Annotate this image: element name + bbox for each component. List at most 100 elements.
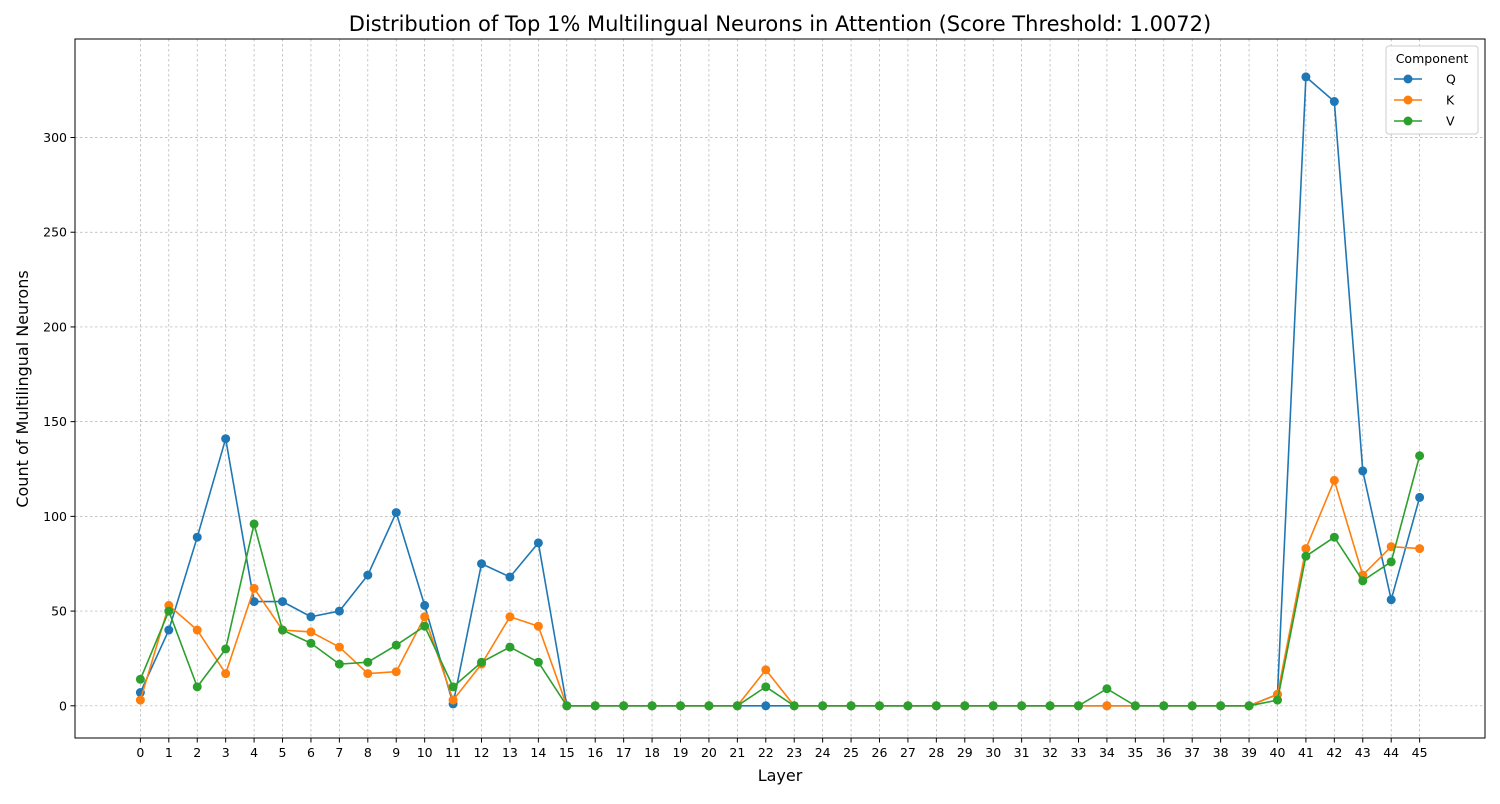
data-point-v bbox=[448, 682, 458, 692]
data-point-q bbox=[1358, 466, 1368, 476]
data-point-v bbox=[505, 642, 515, 652]
data-point-q bbox=[221, 434, 231, 444]
x-tick-label: 36 bbox=[1156, 745, 1172, 760]
legend-box bbox=[1385, 45, 1479, 135]
data-point-q bbox=[192, 532, 202, 542]
x-tick-label: 22 bbox=[758, 745, 774, 760]
x-tick-label: 41 bbox=[1298, 745, 1314, 760]
data-point-k bbox=[448, 695, 458, 705]
x-tick-label: 35 bbox=[1127, 745, 1143, 760]
x-tick-label: 42 bbox=[1326, 745, 1342, 760]
data-point-v bbox=[249, 519, 259, 529]
data-point-q bbox=[1386, 595, 1396, 605]
data-point-v bbox=[1130, 701, 1140, 711]
data-point-v bbox=[562, 701, 572, 711]
chart-title: Distribution of Top 1% Multilingual Neur… bbox=[349, 12, 1211, 36]
data-point-v bbox=[1386, 557, 1396, 567]
x-tick-label: 39 bbox=[1241, 745, 1257, 760]
data-point-v bbox=[1073, 701, 1083, 711]
x-tick-label: 40 bbox=[1270, 745, 1286, 760]
data-point-v bbox=[164, 606, 174, 616]
y-axis-label: Count of Multilingual Neurons bbox=[13, 270, 32, 507]
data-point-q bbox=[761, 701, 771, 711]
x-tick-label: 25 bbox=[843, 745, 859, 760]
data-point-v bbox=[1358, 576, 1368, 586]
data-point-q bbox=[1329, 97, 1339, 107]
series-line-k bbox=[139, 479, 1420, 707]
legend-label: V bbox=[1446, 114, 1455, 129]
data-point-q bbox=[278, 597, 288, 607]
x-tick-label: 5 bbox=[279, 745, 287, 760]
series-v bbox=[135, 451, 1425, 711]
y-tick-label: 250 bbox=[43, 225, 67, 240]
data-point-v bbox=[988, 701, 998, 711]
data-point-v bbox=[221, 644, 231, 654]
series-lines bbox=[135, 72, 1425, 711]
data-point-k bbox=[533, 621, 543, 631]
x-tick-label: 21 bbox=[729, 745, 745, 760]
data-point-v bbox=[704, 701, 714, 711]
x-tick-label: 7 bbox=[335, 745, 343, 760]
data-point-k bbox=[135, 695, 145, 705]
x-axis-label: Layer bbox=[758, 766, 803, 785]
data-point-q bbox=[420, 600, 430, 610]
data-point-v bbox=[1187, 701, 1197, 711]
data-point-v bbox=[619, 701, 629, 711]
data-point-k bbox=[761, 665, 771, 675]
data-point-v bbox=[931, 701, 941, 711]
x-axis-ticks: 0 1 2 3 4 5 6 7 8 9 10 11 12 13 14 15 16 17 18 19 20 21 22 23 24… bbox=[136, 738, 1428, 760]
x-tick-label: 26 bbox=[872, 745, 888, 760]
data-point-k bbox=[1386, 542, 1396, 552]
x-tick-label: 1 bbox=[165, 745, 173, 760]
data-point-v bbox=[1272, 695, 1282, 705]
x-tick-label: 17 bbox=[616, 745, 632, 760]
data-point-k bbox=[1102, 701, 1112, 711]
legend-label: K bbox=[1446, 93, 1455, 108]
x-tick-label: 0 bbox=[136, 745, 144, 760]
series-line-v bbox=[139, 455, 1421, 707]
data-point-v bbox=[1244, 701, 1254, 711]
data-point-v bbox=[334, 659, 344, 669]
data-point-k bbox=[334, 642, 344, 652]
data-point-v bbox=[477, 657, 487, 667]
legend: Component QKV bbox=[1385, 45, 1479, 135]
x-tick-label: 15 bbox=[559, 745, 575, 760]
data-point-q bbox=[1301, 72, 1311, 82]
plot-frame bbox=[74, 38, 1486, 739]
data-point-v bbox=[1301, 551, 1311, 561]
data-point-v bbox=[135, 674, 145, 684]
data-point-v bbox=[818, 701, 828, 711]
data-point-k bbox=[420, 612, 430, 622]
gridlines bbox=[75, 39, 1485, 738]
legend-marker bbox=[1403, 95, 1413, 105]
series-k bbox=[135, 475, 1425, 711]
data-point-v bbox=[278, 625, 288, 635]
y-tick-label: 0 bbox=[59, 698, 67, 713]
x-tick-label: 24 bbox=[815, 745, 831, 760]
data-point-v bbox=[789, 701, 799, 711]
data-point-k bbox=[1329, 475, 1339, 485]
data-point-q bbox=[363, 570, 373, 580]
data-point-q bbox=[334, 606, 344, 616]
data-point-v bbox=[874, 701, 884, 711]
data-point-k bbox=[221, 669, 231, 679]
series-line-q bbox=[139, 76, 1421, 707]
legend-label: Q bbox=[1446, 72, 1456, 87]
data-point-k bbox=[249, 583, 259, 593]
data-point-q bbox=[1415, 492, 1425, 502]
x-tick-label: 13 bbox=[502, 745, 518, 760]
data-point-k bbox=[505, 612, 515, 622]
x-tick-label: 29 bbox=[957, 745, 973, 760]
data-point-v bbox=[761, 682, 771, 692]
data-point-q bbox=[477, 559, 487, 569]
x-tick-label: 43 bbox=[1355, 745, 1371, 760]
data-point-v bbox=[1017, 701, 1027, 711]
data-point-k bbox=[1415, 544, 1425, 554]
x-tick-label: 32 bbox=[1042, 745, 1058, 760]
y-tick-label: 100 bbox=[43, 509, 67, 524]
data-point-v bbox=[1216, 701, 1226, 711]
data-point-v bbox=[1415, 451, 1425, 461]
x-tick-label: 4 bbox=[250, 745, 258, 760]
data-point-q bbox=[391, 508, 401, 518]
